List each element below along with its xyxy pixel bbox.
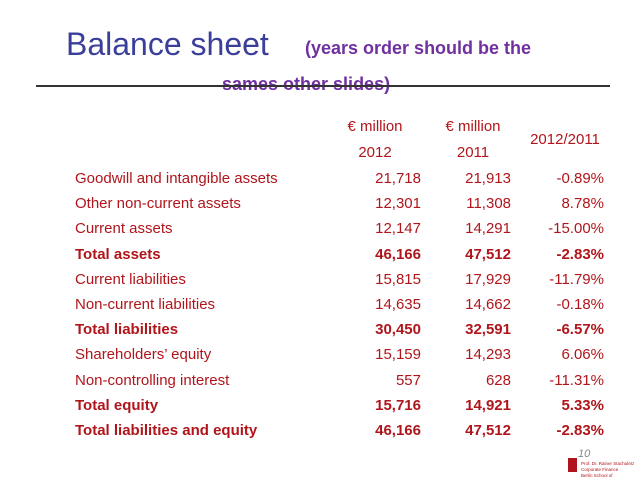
logo-mark [568,458,577,472]
row-label: Non-current liabilities [75,296,216,313]
table-value: 14,293 [465,346,511,364]
table-value: 14,635 [375,296,421,313]
table-value: -2.83% [556,245,604,263]
column-header: € million [445,118,501,135]
table-value: 6.06% [561,346,604,364]
table-value: -0.89% [556,170,604,187]
table-value: 46,166 [375,245,421,263]
table-value: 12,301 [375,195,421,213]
row-label: Total liabilities and equity [75,422,258,439]
table-value: 17,929 [465,270,511,288]
table-value: -15.00% [548,220,604,238]
row-label: Total assets [75,245,161,263]
table-value: 15,159 [375,346,421,364]
table-value: 5.33% [561,396,604,414]
row-label: Total liabilities [75,321,179,339]
table-value: 14,662 [465,296,511,313]
table-value: 557 [395,371,421,389]
table-value: 628 [485,371,511,389]
table-value: 15,716 [375,396,421,414]
row-label: Current liabilities [75,270,186,288]
table-value: 14,291 [465,220,511,238]
page-number: 10 [578,448,591,460]
logo-text: Corporate Finance [581,467,619,472]
table-value: 14,921 [465,396,511,414]
table-value: 47,512 [465,422,511,439]
table-value: 12,147 [375,220,421,238]
row-label: Goodwill and intangible assets [75,170,278,187]
column-header: 2012/2011 [530,131,600,148]
table-value: 30,450 [375,321,421,339]
row-label: Shareholders’ equity [75,346,212,364]
row-label: Non-controlling interest [75,371,230,389]
table-value: 32,591 [465,321,511,339]
logo-text: Prof. Dr. Rainer Stachuletz [581,461,635,466]
row-label: Other non-current assets [75,195,241,213]
table-value: 46,166 [375,422,421,439]
table-value: -11.31% [549,371,604,389]
table-value: 15,815 [375,270,421,288]
column-header: € million [347,118,403,135]
table-value: 21,718 [375,170,421,187]
table-value: 11,308 [466,195,511,213]
table-value: -2.83% [556,422,604,439]
column-header: 2011 [456,144,490,161]
row-label: Current assets [75,220,173,238]
table-value: 47,512 [465,245,511,263]
table-value: 21,913 [465,170,511,187]
column-header: 2012 [358,144,392,161]
logo-text: Berlin School of [581,473,613,478]
table-value: -0.18% [556,296,604,313]
row-label: Total equity [75,396,159,414]
subtitle: (years order should be the [305,38,532,58]
title-rule [36,85,610,87]
table-value: -11.79% [549,270,604,288]
subtitle: sames other slides) [222,74,391,94]
table-value: -6.57% [556,321,604,339]
title: Balance sheet [66,26,269,62]
table-value: 8.78% [561,195,604,213]
